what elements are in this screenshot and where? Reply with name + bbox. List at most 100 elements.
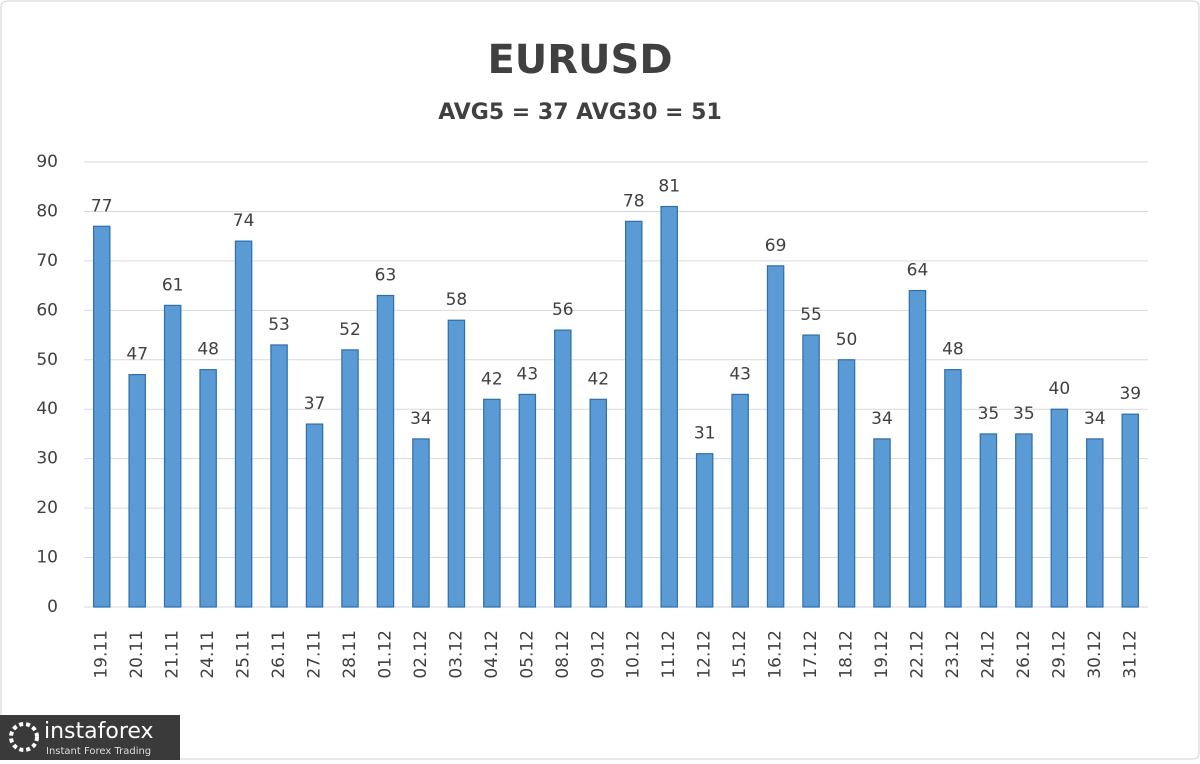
x-tick-label: 15.12	[730, 630, 750, 679]
x-tick-label: 26.11	[269, 630, 289, 679]
bar	[412, 438, 430, 608]
logo-tagline: Instant Forex Trading	[46, 746, 151, 757]
y-tick-label: 60	[36, 300, 58, 320]
value-label: 35	[1013, 404, 1035, 424]
value-label: 52	[339, 320, 361, 340]
value-label: 37	[304, 394, 326, 414]
bar	[128, 374, 146, 608]
bar	[447, 319, 466, 608]
bar	[731, 393, 749, 608]
y-tick-label: 50	[36, 350, 58, 370]
chart-subtitle: AVG5 = 37 AVG30 = 51	[438, 100, 722, 125]
y-tick-label: 90	[36, 152, 58, 172]
bar	[341, 349, 359, 608]
logo-icon	[9, 722, 39, 752]
value-label: 39	[1119, 384, 1141, 404]
value-label: 55	[800, 305, 822, 325]
x-tick-label: 09.12	[588, 630, 608, 679]
x-tick-label: 08.12	[553, 630, 573, 679]
value-label: 48	[942, 340, 964, 360]
x-tick-label: 23.12	[943, 630, 963, 679]
bar	[624, 220, 643, 608]
value-label: 50	[836, 330, 858, 350]
x-tick-label: 30.12	[1085, 630, 1105, 679]
x-tick-label: 20.11	[127, 630, 147, 679]
bar	[376, 294, 395, 608]
value-label: 74	[233, 211, 255, 231]
x-tick-label: 10.12	[624, 630, 644, 679]
logo-brand: instaforex	[44, 719, 154, 744]
bar	[589, 398, 608, 608]
y-tick-label: 40	[36, 399, 58, 419]
value-label: 58	[446, 290, 468, 310]
bar	[270, 344, 288, 608]
x-tick-label: 26.12	[1014, 630, 1034, 679]
x-tick-label: 31.12	[1120, 630, 1140, 679]
value-label: 40	[1049, 379, 1071, 399]
x-tick-label: 18.12	[837, 630, 857, 679]
bar	[695, 453, 714, 608]
value-label: 56	[552, 300, 574, 320]
y-tick-label: 20	[36, 498, 58, 518]
x-tick-label: 24.11	[198, 630, 218, 679]
value-label: 77	[91, 196, 113, 216]
x-tick-label: 17.12	[801, 630, 821, 679]
bar	[1015, 433, 1033, 608]
x-tick-label: 28.11	[340, 630, 360, 679]
x-tick-label: 22.12	[907, 630, 927, 679]
x-tick-label: 19.11	[92, 630, 112, 679]
bar	[163, 304, 182, 608]
x-tick-label: 04.12	[482, 630, 502, 679]
value-label: 42	[587, 369, 609, 389]
value-label: 81	[658, 177, 680, 197]
x-tick-label: 29.12	[1049, 630, 1069, 679]
value-label: 34	[1084, 409, 1106, 429]
value-label: 69	[765, 236, 787, 256]
x-tick-label: 24.12	[978, 630, 998, 679]
bar	[199, 369, 217, 608]
bar	[660, 205, 678, 608]
y-tick-label: 10	[36, 548, 58, 568]
bar	[873, 438, 891, 608]
bar	[483, 398, 501, 608]
x-tick-label: 11.12	[659, 630, 679, 679]
y-tick-label: 70	[36, 251, 58, 271]
bar	[92, 225, 111, 608]
x-tick-label: 27.11	[305, 630, 325, 679]
chart-title: EURUSD	[487, 37, 672, 83]
bar	[908, 289, 927, 608]
value-label: 61	[162, 275, 184, 295]
x-tick-label: 19.12	[872, 630, 892, 679]
bar	[979, 433, 998, 608]
value-label: 34	[410, 409, 432, 429]
y-tick-label: 30	[36, 449, 58, 469]
bar	[1050, 408, 1069, 608]
value-label: 31	[694, 424, 716, 444]
bar	[518, 393, 537, 608]
logo-box	[0, 715, 180, 760]
x-tick-label: 16.12	[766, 630, 786, 679]
bar	[1121, 413, 1140, 608]
x-tick-label: 01.12	[375, 630, 395, 679]
value-label: 42	[481, 369, 503, 389]
x-tick-label: 25.11	[234, 630, 254, 679]
value-label: 34	[871, 409, 893, 429]
value-label: 47	[126, 345, 148, 365]
value-label: 53	[268, 315, 290, 335]
value-label: 35	[978, 404, 1000, 424]
value-label: 64	[907, 261, 929, 281]
value-label: 63	[375, 266, 397, 286]
bar	[234, 240, 253, 608]
value-label: 78	[623, 191, 645, 211]
bar	[1086, 438, 1104, 608]
x-tick-label: 03.12	[446, 630, 466, 679]
bar	[766, 265, 785, 608]
bar	[554, 329, 572, 608]
y-tick-label: 80	[36, 201, 58, 221]
y-tick-label: 0	[47, 597, 58, 617]
x-tick-label: 12.12	[695, 630, 715, 679]
value-label: 43	[517, 364, 539, 384]
